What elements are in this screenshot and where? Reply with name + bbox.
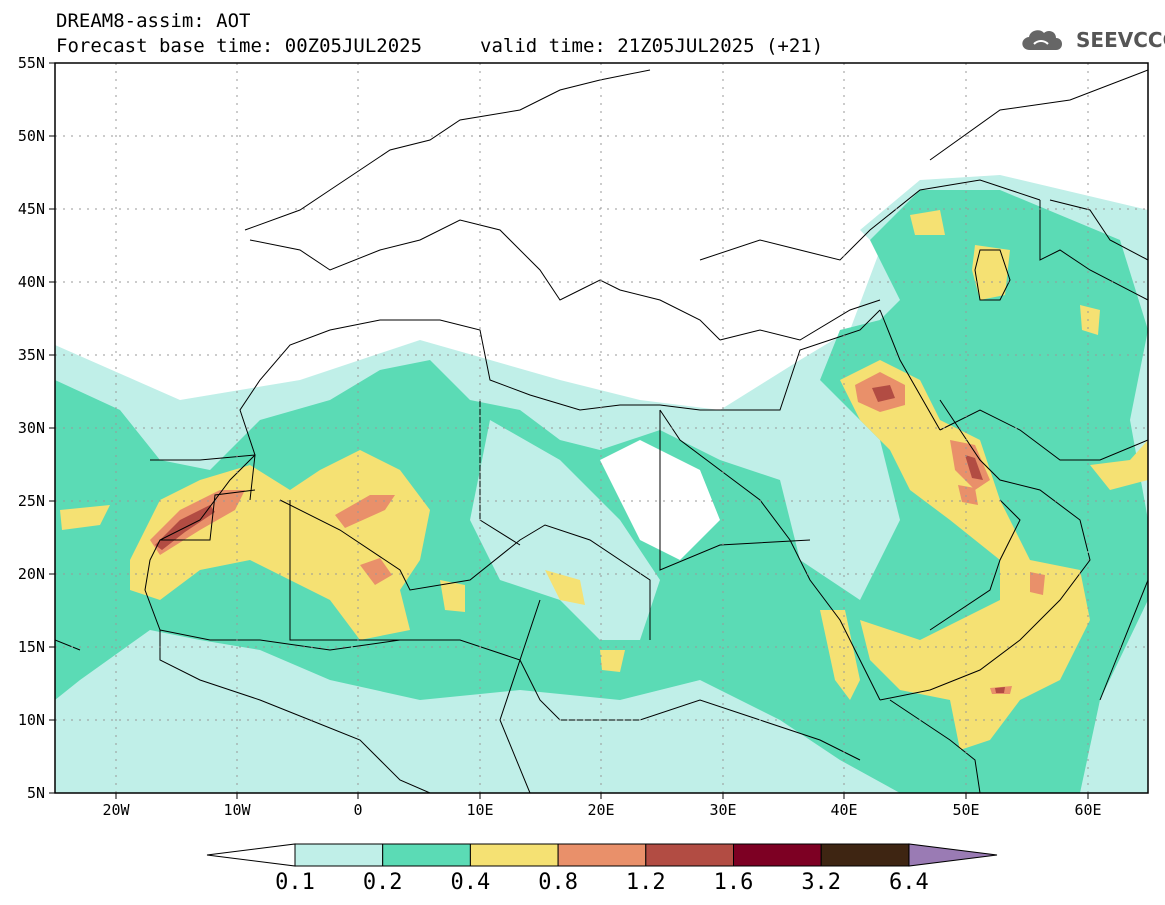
valid-time: valid time: 21Z05JUL2025 (+21) bbox=[480, 35, 824, 57]
tick-marks bbox=[49, 62, 1089, 799]
colorbar-box bbox=[469, 843, 559, 867]
lat-label: 10N bbox=[18, 711, 45, 729]
logo-text: SEEVCCC bbox=[1076, 28, 1165, 52]
lon-label: 0 bbox=[353, 801, 362, 819]
lat-label: 5N bbox=[27, 784, 45, 802]
lon-label: 50E bbox=[952, 801, 979, 819]
colorbar-box bbox=[382, 843, 471, 867]
lat-label: 55N bbox=[18, 54, 45, 72]
colorbar-label: 3.2 bbox=[801, 870, 842, 895]
colorbar-box bbox=[645, 843, 734, 867]
lat-label: 20N bbox=[18, 565, 45, 583]
lon-labels: 20W 10W 0 10E 20E 30E 40E 50E 60E bbox=[102, 801, 1101, 819]
colorbar-label: 0.8 bbox=[538, 870, 578, 895]
colorbar-label: 1.6 bbox=[713, 870, 754, 895]
colorbar-box bbox=[557, 843, 647, 867]
colorbar-label: 0.1 bbox=[275, 870, 315, 895]
colorbar-label: 0.4 bbox=[450, 870, 491, 895]
colorbar-box bbox=[294, 843, 384, 867]
lon-label: 40E bbox=[830, 801, 857, 819]
colorbar-max-arrow bbox=[908, 843, 998, 867]
lon-label: 20E bbox=[587, 801, 614, 819]
colorbar bbox=[206, 843, 998, 867]
lon-label: 20W bbox=[102, 801, 130, 819]
cloud-logo-icon bbox=[1022, 30, 1062, 50]
lat-label: 50N bbox=[18, 127, 45, 145]
colorbar-box bbox=[820, 843, 910, 867]
lon-label: 60E bbox=[1074, 801, 1101, 819]
lon-label: 30E bbox=[709, 801, 736, 819]
lat-label: 45N bbox=[18, 200, 45, 218]
lat-label: 40N bbox=[18, 273, 45, 291]
lon-label: 10W bbox=[223, 801, 251, 819]
aot-field bbox=[55, 175, 1148, 793]
lat-labels: 5N 10N 15N 20N 25N 30N 35N 40N 45N 50N 5… bbox=[18, 54, 45, 802]
grid-lines bbox=[55, 63, 1148, 793]
coastlines bbox=[55, 69, 1148, 793]
lat-label: 15N bbox=[18, 638, 45, 656]
colorbar-label: 1.2 bbox=[625, 870, 666, 895]
lat-label: 35N bbox=[18, 346, 45, 364]
colorbar-label: 0.2 bbox=[362, 870, 403, 895]
lon-label: 10E bbox=[466, 801, 493, 819]
colorbar-min-arrow bbox=[206, 843, 296, 867]
colorbar-box bbox=[733, 843, 822, 867]
lat-label: 30N bbox=[18, 419, 45, 437]
forecast-base-time: Forecast base time: 00Z05JUL2025 bbox=[56, 35, 423, 57]
lat-label: 25N bbox=[18, 492, 45, 510]
chart-title: DREAM8-assim: AOT bbox=[56, 10, 251, 32]
colorbar-label: 6.4 bbox=[889, 870, 929, 895]
